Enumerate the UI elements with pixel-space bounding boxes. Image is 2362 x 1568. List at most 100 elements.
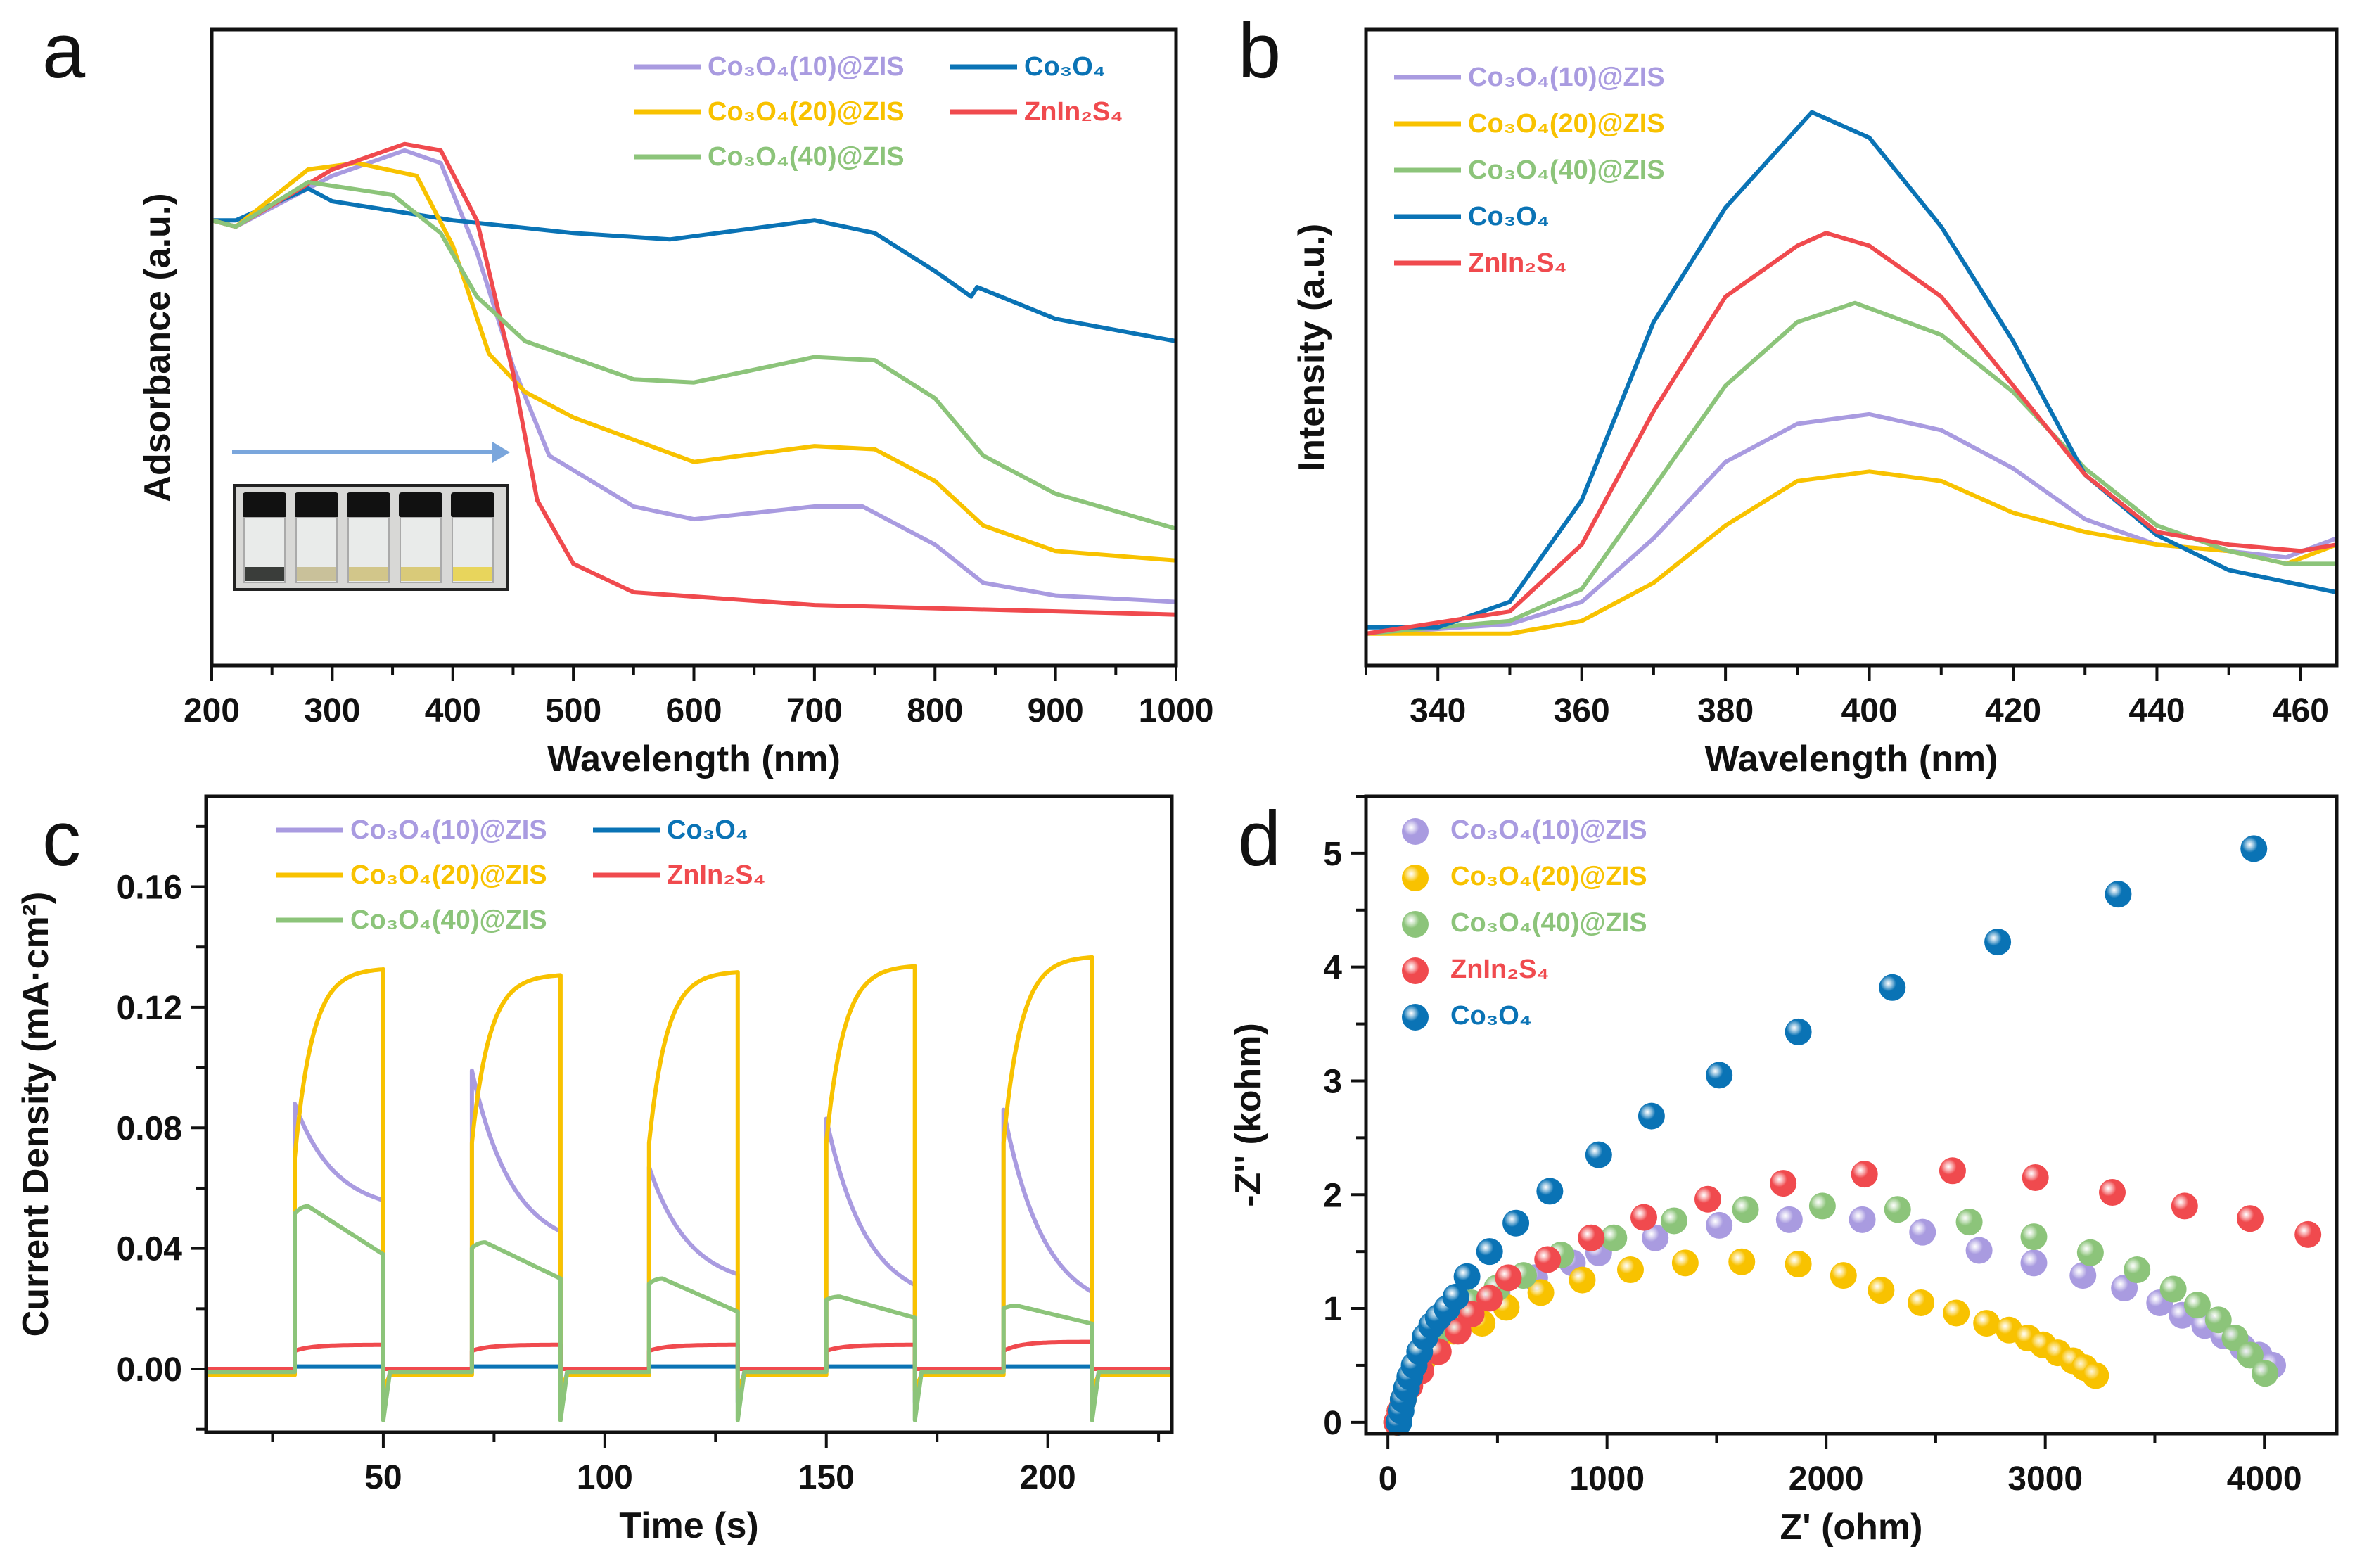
- vial-cap: [243, 492, 286, 518]
- data-point: [1585, 1141, 1612, 1168]
- series-line: [206, 1339, 1172, 1371]
- y-tick-label: 0: [1323, 1405, 1342, 1442]
- y-tick-label: 0.04: [117, 1231, 183, 1268]
- chart-c: 50 100 150 200 0.00 0.04 0.08 0.12 0.16 Time (s) C…: [15, 794, 1174, 1546]
- legend-label: ZnIn₂S₄: [1024, 97, 1123, 127]
- legend-label: ZnIn₂S₄: [667, 860, 766, 890]
- data-point: [1909, 1218, 1936, 1246]
- data-point: [2183, 1292, 2211, 1319]
- legend-marker: [1402, 1004, 1429, 1031]
- series-line: [206, 955, 1172, 1392]
- data-point: [1851, 1161, 1878, 1188]
- series-line: [212, 186, 1177, 343]
- panel-label-d: d: [1238, 796, 1281, 882]
- legend: Co₃O₄(10)@ZIS Co₃O₄(20)@ZIS Co₃O₄(40)@ZIS C…: [1394, 63, 1665, 278]
- y-axis-title: Current Density (mA·cm²): [15, 892, 56, 1337]
- data-point: [1630, 1204, 1657, 1231]
- data-point: [1775, 1206, 1803, 1233]
- plot-frame: [1364, 27, 2339, 668]
- data-point: [1984, 929, 2012, 956]
- y-tick-label: 0.12: [117, 990, 182, 1027]
- x-axis-title: Wavelength (nm): [1705, 739, 1998, 779]
- data-point: [1973, 1310, 2000, 1337]
- data-point: [1868, 1277, 1895, 1304]
- x-tick-label: 3000: [2007, 1460, 2083, 1498]
- legend-item: Co₃O₄(10)@ZIS: [1394, 63, 1665, 92]
- x-tick-label: 4000: [2227, 1460, 2302, 1498]
- legend-label: Co₃O₄(10)@ZIS: [1450, 815, 1647, 845]
- data-point: [1536, 1178, 1564, 1205]
- data-point: [2240, 835, 2268, 862]
- x-tick-label: 0: [1379, 1460, 1398, 1498]
- vial-cap: [451, 492, 494, 518]
- data-point: [1495, 1264, 1522, 1292]
- data-point: [1569, 1266, 1596, 1294]
- legend-label: Co₃O₄(20)@ZIS: [708, 97, 905, 127]
- data-point: [1476, 1238, 1503, 1266]
- legend-label: Co₃O₄(40)@ZIS: [1468, 155, 1665, 185]
- y-tick-label: 1: [1323, 1291, 1342, 1328]
- series-line: [1366, 110, 2337, 630]
- series-line: [211, 180, 1177, 531]
- data-point: [1442, 1283, 1469, 1311]
- chart-d: 0 1000 2000 3000 4000 0 1 2 3 4 5 Z' (ohm) -Z'' (koh…: [1228, 794, 2339, 1548]
- legend-item: Co₃O₄(40)@ZIS: [276, 905, 547, 935]
- data-point: [1830, 1262, 1857, 1289]
- data-point: [2105, 881, 2132, 908]
- data-point: [2236, 1205, 2264, 1232]
- y-tick-label: 0.16: [117, 869, 182, 907]
- legend-label: ZnIn₂S₄: [1468, 248, 1567, 278]
- plot-frame: [1364, 794, 2339, 1436]
- y-tick-label: 4: [1323, 950, 1342, 987]
- chart-b: 340 360 380 400 420 440 460 Wavelength (nm) Inte…: [1291, 27, 2339, 779]
- legend-label: Co₃O₄(20)@ZIS: [1468, 109, 1665, 139]
- data-point: [2099, 1179, 2126, 1206]
- data-point: [1884, 1196, 1911, 1223]
- data-point: [1660, 1207, 1687, 1235]
- legend-item: Co₃O₄: [593, 815, 748, 845]
- legend-item: Co₃O₄(10)@ZIS: [634, 52, 905, 82]
- y-tick-label: 0.00: [117, 1351, 182, 1389]
- y-axis-title: Adsorbance (a.u.): [137, 193, 178, 502]
- legend-label: ZnIn₂S₄: [1450, 955, 1550, 984]
- legend: Co₃O₄(10)@ZIS Co₃O₄ Co₃O₄(20)@ZIS ZnIn₂S₄ Co…: [634, 52, 1123, 172]
- legend-marker: [1402, 957, 1429, 984]
- panel-label-a: a: [42, 8, 86, 94]
- data-point: [2076, 1239, 2104, 1266]
- data-point: [1453, 1263, 1481, 1290]
- x-axis-title: Wavelength (nm): [547, 739, 841, 779]
- series-line: [206, 1204, 1172, 1422]
- legend-marker: [1402, 865, 1429, 891]
- series-group: [206, 955, 1172, 1422]
- data-point: [1785, 1018, 1812, 1045]
- data-point: [1943, 1299, 1970, 1327]
- legend-item: ZnIn₂S₄: [593, 860, 766, 890]
- data-point: [2236, 1341, 2264, 1369]
- y-axis-title: Intensity (a.u.): [1291, 224, 1332, 471]
- series-line: [1365, 231, 2337, 636]
- data-point: [1965, 1237, 1993, 1264]
- x-tick-label: 400: [1841, 692, 1898, 729]
- panel-label-b: b: [1238, 8, 1281, 94]
- inset-vial-photo: [232, 442, 510, 591]
- data-point: [2294, 1220, 2322, 1248]
- data-point: [1706, 1211, 1733, 1239]
- data-point: [1671, 1249, 1699, 1277]
- data-point: [1732, 1196, 1759, 1223]
- x-tick-label: 500: [545, 692, 601, 729]
- data-point: [2171, 1192, 2198, 1220]
- legend-label: Co₃O₄(20)@ZIS: [350, 860, 547, 890]
- vial-sample: [349, 567, 388, 581]
- plot-frame: [204, 794, 1174, 1434]
- vial-cap: [347, 492, 390, 518]
- vial-sample: [401, 567, 440, 581]
- series-line: [1365, 300, 2337, 636]
- vial-sample: [297, 567, 336, 581]
- legend-label: Co₃O₄(20)@ZIS: [1450, 862, 1647, 891]
- legend-label: Co₃O₄: [1468, 202, 1550, 231]
- legend-item: Co₃O₄(40)@ZIS: [1394, 155, 1665, 185]
- legend-item: Co₃O₄(10)@ZIS: [1402, 815, 1647, 845]
- data-point: [1616, 1256, 1644, 1284]
- x-tick-label: 400: [425, 692, 481, 729]
- legend: Co₃O₄(10)@ZIS Co₃O₄(20)@ZIS Co₃O₄(40)@ZIS Z…: [1402, 815, 1647, 1031]
